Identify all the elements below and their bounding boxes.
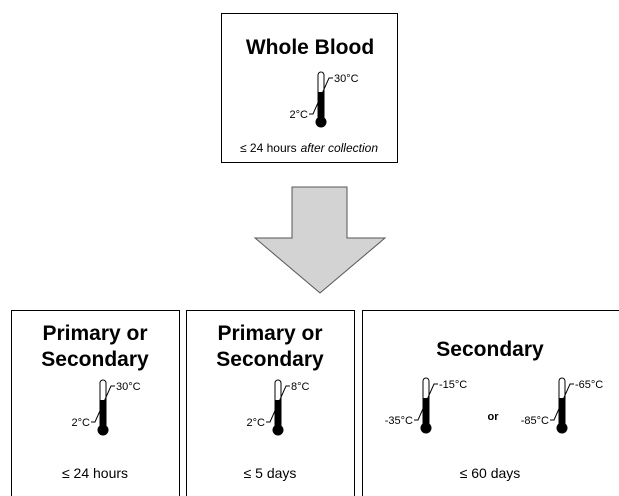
min-temp: -35°C xyxy=(385,415,413,427)
box-title: Secondary xyxy=(436,338,544,361)
min-temp: 2°C xyxy=(290,109,309,121)
range-line xyxy=(91,385,115,423)
range-line xyxy=(309,77,333,115)
min-temp: -85°C xyxy=(521,415,549,427)
box-title: Primary or xyxy=(42,322,147,345)
storage-box xyxy=(11,310,180,496)
thermometer-bulb xyxy=(556,422,568,434)
duration-note: after collection xyxy=(301,141,379,155)
range-line xyxy=(550,383,574,421)
range-line xyxy=(414,383,438,421)
top-title: Whole Blood xyxy=(246,36,374,59)
thermometer-fill xyxy=(275,400,281,430)
box-title: Primary or xyxy=(217,322,322,345)
thermometer-fill xyxy=(318,92,324,122)
duration: ≤ 5 days xyxy=(244,465,297,481)
storage-box xyxy=(186,310,355,496)
thermometer-bulb xyxy=(97,424,109,436)
thermometer-bulb xyxy=(420,422,432,434)
box-title: Secondary xyxy=(216,348,324,371)
top-duration: ≤ 24 hours after collection xyxy=(240,141,378,155)
max-temp: 8°C xyxy=(291,381,310,393)
top-box xyxy=(221,13,398,163)
range-line xyxy=(266,385,290,423)
duration: ≤ 60 days xyxy=(460,465,521,481)
thermometer-fill xyxy=(559,398,565,428)
thermometer-fill xyxy=(423,398,429,428)
duration: ≤ 24 hours xyxy=(62,465,128,481)
down-arrow xyxy=(253,186,387,294)
max-temp: -65°C xyxy=(575,379,603,391)
max-temp: 30°C xyxy=(116,381,141,393)
storage-box xyxy=(362,310,619,496)
min-temp: 2°C xyxy=(247,417,266,429)
duration: ≤ 24 hours xyxy=(240,141,297,155)
max-temp: 30°C xyxy=(334,73,359,85)
max-temp: -15°C xyxy=(439,379,467,391)
box-title: Secondary xyxy=(41,348,149,371)
thermometer-bulb xyxy=(272,424,284,436)
thermometer-bulb xyxy=(315,116,327,128)
thermometer-fill xyxy=(100,400,106,430)
separator: or xyxy=(488,411,500,423)
min-temp: 2°C xyxy=(72,417,91,429)
